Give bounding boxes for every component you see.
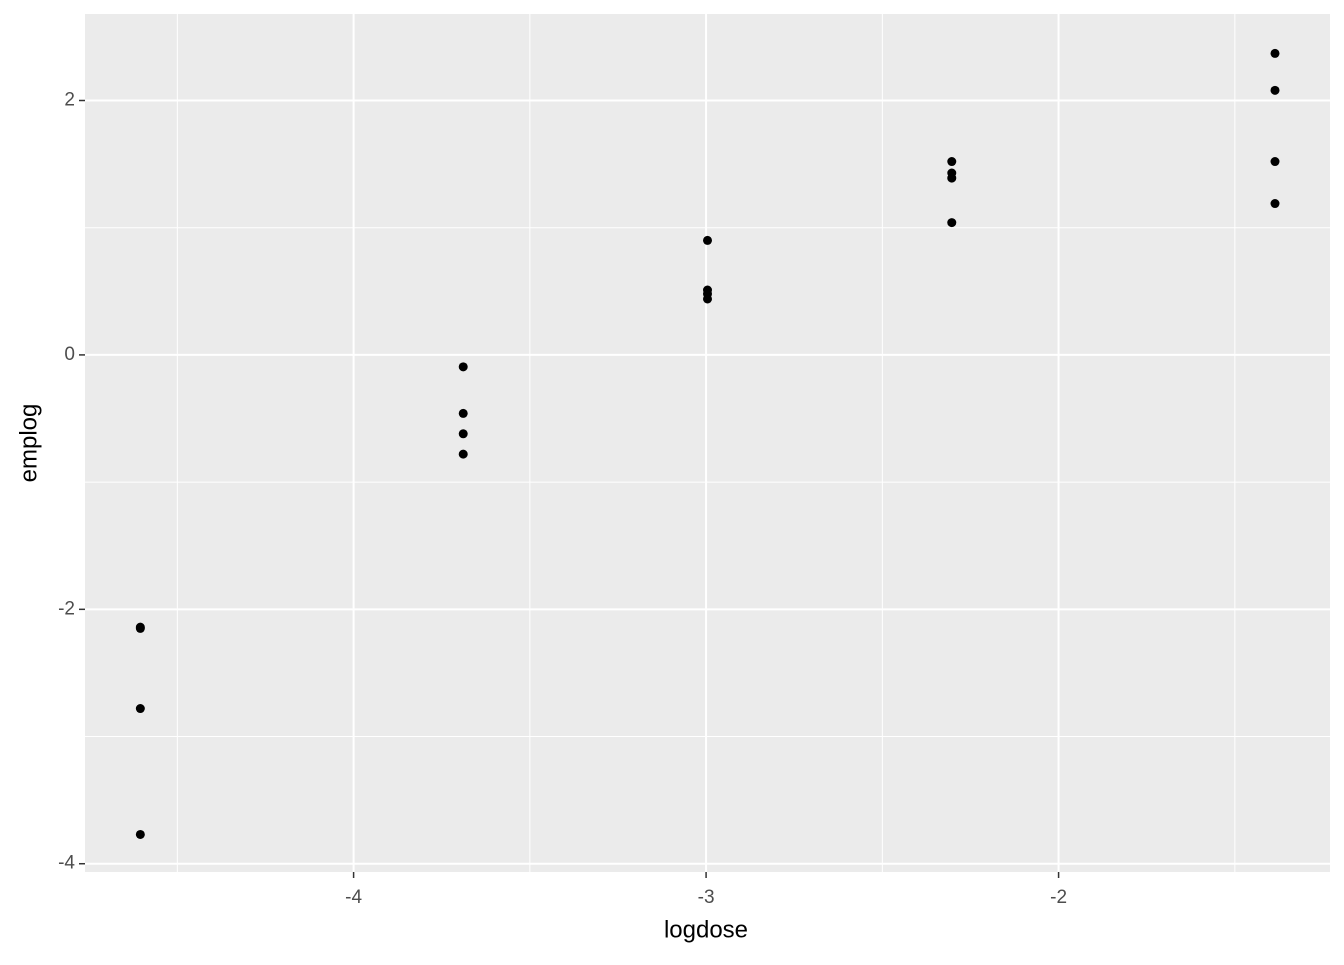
- y-tick-label: 0: [64, 344, 75, 365]
- y-tick-label: -4: [58, 853, 75, 874]
- point: [458, 449, 468, 459]
- point: [947, 157, 957, 167]
- point: [1270, 48, 1280, 58]
- point: [458, 429, 468, 439]
- x-tick-label: -4: [345, 887, 362, 908]
- point: [1270, 199, 1280, 209]
- point: [947, 218, 957, 228]
- y-tick-label: -2: [58, 598, 75, 619]
- point: [458, 408, 468, 418]
- point: [135, 704, 145, 714]
- point: [1270, 157, 1280, 167]
- point: [135, 623, 145, 633]
- panel: [85, 14, 1330, 872]
- y-tick-label: 2: [64, 90, 75, 111]
- x-tick-label: -2: [1050, 887, 1067, 908]
- x-tick-label: -3: [698, 887, 715, 908]
- point: [947, 173, 957, 183]
- point: [703, 235, 712, 245]
- point: [135, 829, 145, 839]
- point: [703, 294, 712, 304]
- x-axis-title: logdose: [664, 916, 748, 943]
- y-axis-title: emplog: [15, 404, 42, 483]
- point: [458, 362, 468, 372]
- point: [1270, 85, 1280, 95]
